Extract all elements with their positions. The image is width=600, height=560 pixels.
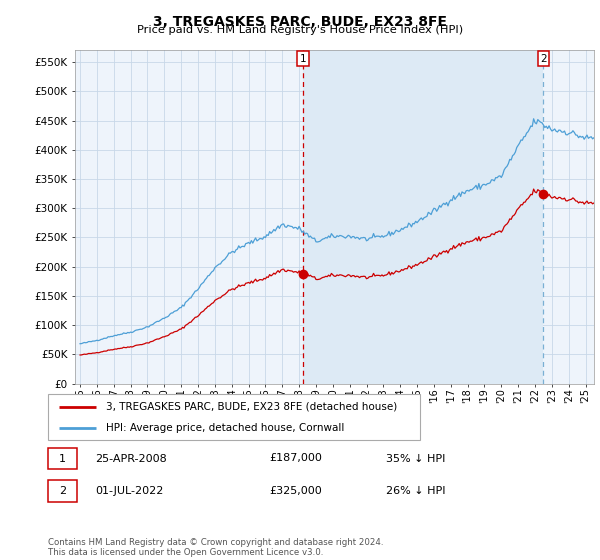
Text: Price paid vs. HM Land Registry's House Price Index (HPI): Price paid vs. HM Land Registry's House …	[137, 25, 463, 35]
Text: 1: 1	[300, 54, 307, 64]
Text: 35% ↓ HPI: 35% ↓ HPI	[386, 454, 445, 464]
Text: 3, TREGASKES PARC, BUDE, EX23 8FE (detached house): 3, TREGASKES PARC, BUDE, EX23 8FE (detac…	[106, 402, 397, 412]
Bar	[304, 50, 544, 384]
FancyBboxPatch shape	[48, 447, 77, 469]
Text: HPI: Average price, detached house, Cornwall: HPI: Average price, detached house, Corn…	[106, 423, 344, 433]
Text: 2: 2	[59, 486, 66, 496]
Text: 01-JUL-2022: 01-JUL-2022	[95, 486, 164, 496]
Text: 26% ↓ HPI: 26% ↓ HPI	[386, 486, 445, 496]
Text: Contains HM Land Registry data © Crown copyright and database right 2024.
This d: Contains HM Land Registry data © Crown c…	[48, 538, 383, 557]
Text: 25-APR-2008: 25-APR-2008	[95, 454, 167, 464]
FancyBboxPatch shape	[48, 480, 77, 502]
FancyBboxPatch shape	[48, 394, 420, 440]
Text: £325,000: £325,000	[270, 486, 323, 496]
Text: 2: 2	[540, 54, 547, 64]
Text: £187,000: £187,000	[270, 454, 323, 464]
Text: 3, TREGASKES PARC, BUDE, EX23 8FE: 3, TREGASKES PARC, BUDE, EX23 8FE	[153, 15, 447, 29]
Text: 1: 1	[59, 454, 66, 464]
